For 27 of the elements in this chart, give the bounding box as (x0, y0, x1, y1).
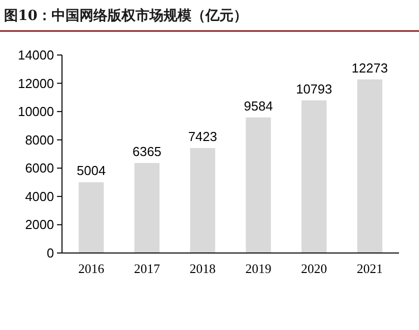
bar (357, 79, 382, 253)
bar (302, 100, 327, 253)
x-tick-label: 2019 (245, 261, 272, 276)
bar (78, 182, 104, 253)
x-tick-label: 2018 (190, 261, 216, 276)
y-tick-label: 0 (46, 246, 54, 260)
x-tick-label: 2017 (134, 261, 160, 276)
y-tick-label: 14000 (18, 48, 54, 62)
x-tick-label: 2020 (301, 261, 328, 276)
data-label: 6365 (132, 144, 162, 159)
data-label: 12273 (352, 60, 388, 76)
data-label: 7423 (188, 129, 218, 144)
y-tick-label: 10000 (18, 104, 54, 120)
bar (134, 162, 160, 253)
x-tick-label: 2021 (356, 261, 383, 276)
x-tick-label: 2016 (78, 261, 105, 276)
data-label: 9584 (244, 98, 273, 114)
y-tick-label: 12000 (18, 76, 54, 91)
y-tick-label: 4000 (25, 188, 54, 204)
data-label: 5004 (76, 163, 106, 178)
bar (246, 117, 271, 253)
data-label: 10793 (296, 81, 332, 96)
chart-title: 图10：中国网络版权市场规模（亿元） (4, 7, 248, 24)
y-tick-label: 2000 (25, 217, 54, 232)
y-tick-label: 8000 (25, 132, 54, 148)
bar (190, 148, 216, 253)
y-tick-label: 6000 (25, 160, 54, 176)
